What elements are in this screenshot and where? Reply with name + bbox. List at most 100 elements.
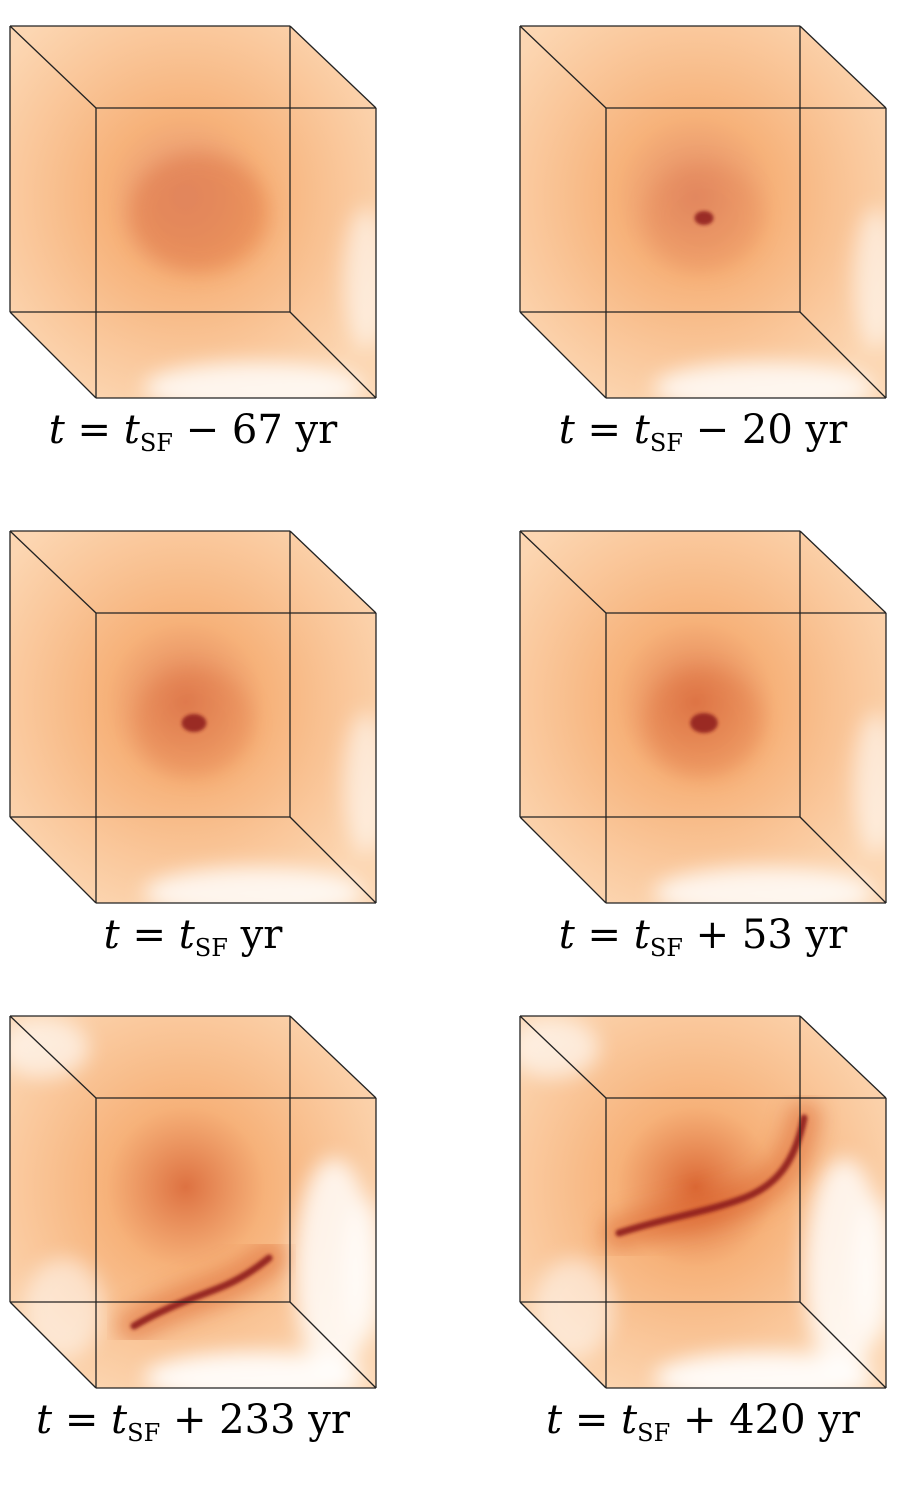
gas-void — [344, 713, 388, 853]
cube-edge — [519, 1015, 607, 1099]
cube-edge — [9, 1301, 97, 1389]
time-var: t — [546, 1397, 563, 1443]
time-var: t — [48, 407, 65, 453]
dense-filament — [615, 1114, 808, 1237]
gas-void — [144, 1352, 364, 1404]
gas-void — [144, 867, 364, 919]
unit: yr — [805, 912, 848, 958]
time-var: t — [558, 912, 575, 958]
equals: = — [64, 1397, 99, 1443]
time-label-1: t = tSF − 67 yr — [4, 408, 382, 465]
cube-edge — [289, 530, 377, 614]
render-cube-3 — [9, 530, 388, 919]
gas-void — [344, 208, 388, 348]
offset-value: 53 — [741, 912, 793, 958]
cube-edge — [289, 311, 377, 399]
render-cube-1 — [9, 25, 388, 414]
gas-void — [654, 867, 874, 919]
cube-edge — [519, 530, 607, 614]
render-cube-6 — [509, 1015, 898, 1404]
dense-core — [694, 211, 714, 225]
gas-void — [24, 1258, 104, 1358]
cube-edge — [9, 816, 97, 904]
render-cube-4 — [519, 530, 898, 919]
t-base: t — [621, 1397, 638, 1443]
time-label-4: t = tSF + 53 yr — [514, 913, 892, 970]
core-halo — [129, 153, 269, 273]
gas-void — [804, 1158, 884, 1378]
operator: + — [172, 1397, 207, 1443]
panel-3: t = tSF yr — [4, 523, 388, 1003]
operator: + — [682, 1397, 717, 1443]
render-cube-2 — [519, 25, 898, 414]
offset-value: 67 — [231, 407, 283, 453]
equals: = — [587, 912, 622, 958]
cube-edge — [799, 816, 887, 904]
cube-edge — [9, 1015, 97, 1099]
dense-core — [181, 714, 207, 732]
cube-edge — [799, 1015, 887, 1099]
t-base: t — [123, 407, 140, 453]
t-sub: SF — [127, 1419, 161, 1447]
offset-value: 420 — [729, 1397, 806, 1443]
time-var: t — [558, 407, 575, 453]
cube-edge — [289, 25, 377, 109]
unit: yr — [308, 1397, 350, 1443]
cube-edge — [519, 816, 607, 904]
unit: yr — [295, 407, 338, 453]
t-sub: SF — [637, 1419, 671, 1447]
t-base: t — [633, 407, 650, 453]
gas-void — [144, 362, 364, 414]
gas-void — [854, 713, 898, 853]
cube-edge — [799, 311, 887, 399]
cube-edge — [289, 1301, 377, 1389]
gas-void — [294, 1158, 374, 1378]
panel-6: t = tSF + 420 yr — [509, 1008, 898, 1488]
gas-void — [654, 362, 874, 414]
cube-edge — [799, 530, 887, 614]
cube-edge — [519, 25, 607, 109]
cube-edge — [519, 311, 607, 399]
cube-edge — [799, 25, 887, 109]
unit: yr — [805, 407, 848, 453]
t-base: t — [633, 912, 650, 958]
panel-5: t = tSF + 233 yr — [0, 1008, 388, 1488]
dense-filament — [130, 1254, 273, 1330]
time-var: t — [36, 1397, 53, 1443]
panel-1: t = tSF − 67 yr — [4, 18, 388, 498]
t-base: t — [111, 1397, 128, 1443]
unit: yr — [240, 912, 283, 958]
time-label-2: t = tSF − 20 yr — [514, 408, 892, 465]
panel-4: t = tSF + 53 yr — [514, 523, 898, 1003]
t-sub: SF — [649, 934, 683, 962]
cube-edge — [289, 1015, 377, 1099]
time-label-3: t = tSF yr — [4, 913, 382, 970]
time-var: t — [103, 912, 120, 958]
gas-void — [854, 208, 898, 348]
offset-value: 233 — [219, 1397, 296, 1443]
render-cube-5 — [0, 1015, 388, 1404]
t-sub: SF — [139, 429, 173, 457]
panel-2: t = tSF − 20 yr — [514, 18, 898, 498]
t-base: t — [178, 912, 195, 958]
equals: = — [77, 407, 112, 453]
cube-edge — [519, 1301, 607, 1389]
t-sub: SF — [649, 429, 683, 457]
operator: − — [185, 407, 220, 453]
cube-edge — [799, 1301, 887, 1389]
operator: − — [695, 407, 730, 453]
gas-void — [534, 1258, 614, 1358]
operator: + — [695, 912, 730, 958]
dense-core — [690, 713, 718, 733]
equals: = — [132, 912, 166, 958]
equals: = — [574, 1397, 609, 1443]
cube-edge — [289, 816, 377, 904]
cube-edge — [9, 25, 97, 109]
offset-value: 20 — [741, 407, 793, 453]
cube-edge — [9, 530, 97, 614]
equals: = — [587, 407, 622, 453]
time-label-5: t = tSF + 233 yr — [4, 1398, 382, 1455]
time-label-6: t = tSF + 420 yr — [514, 1398, 892, 1455]
unit: yr — [818, 1397, 860, 1443]
t-sub: SF — [194, 934, 228, 962]
